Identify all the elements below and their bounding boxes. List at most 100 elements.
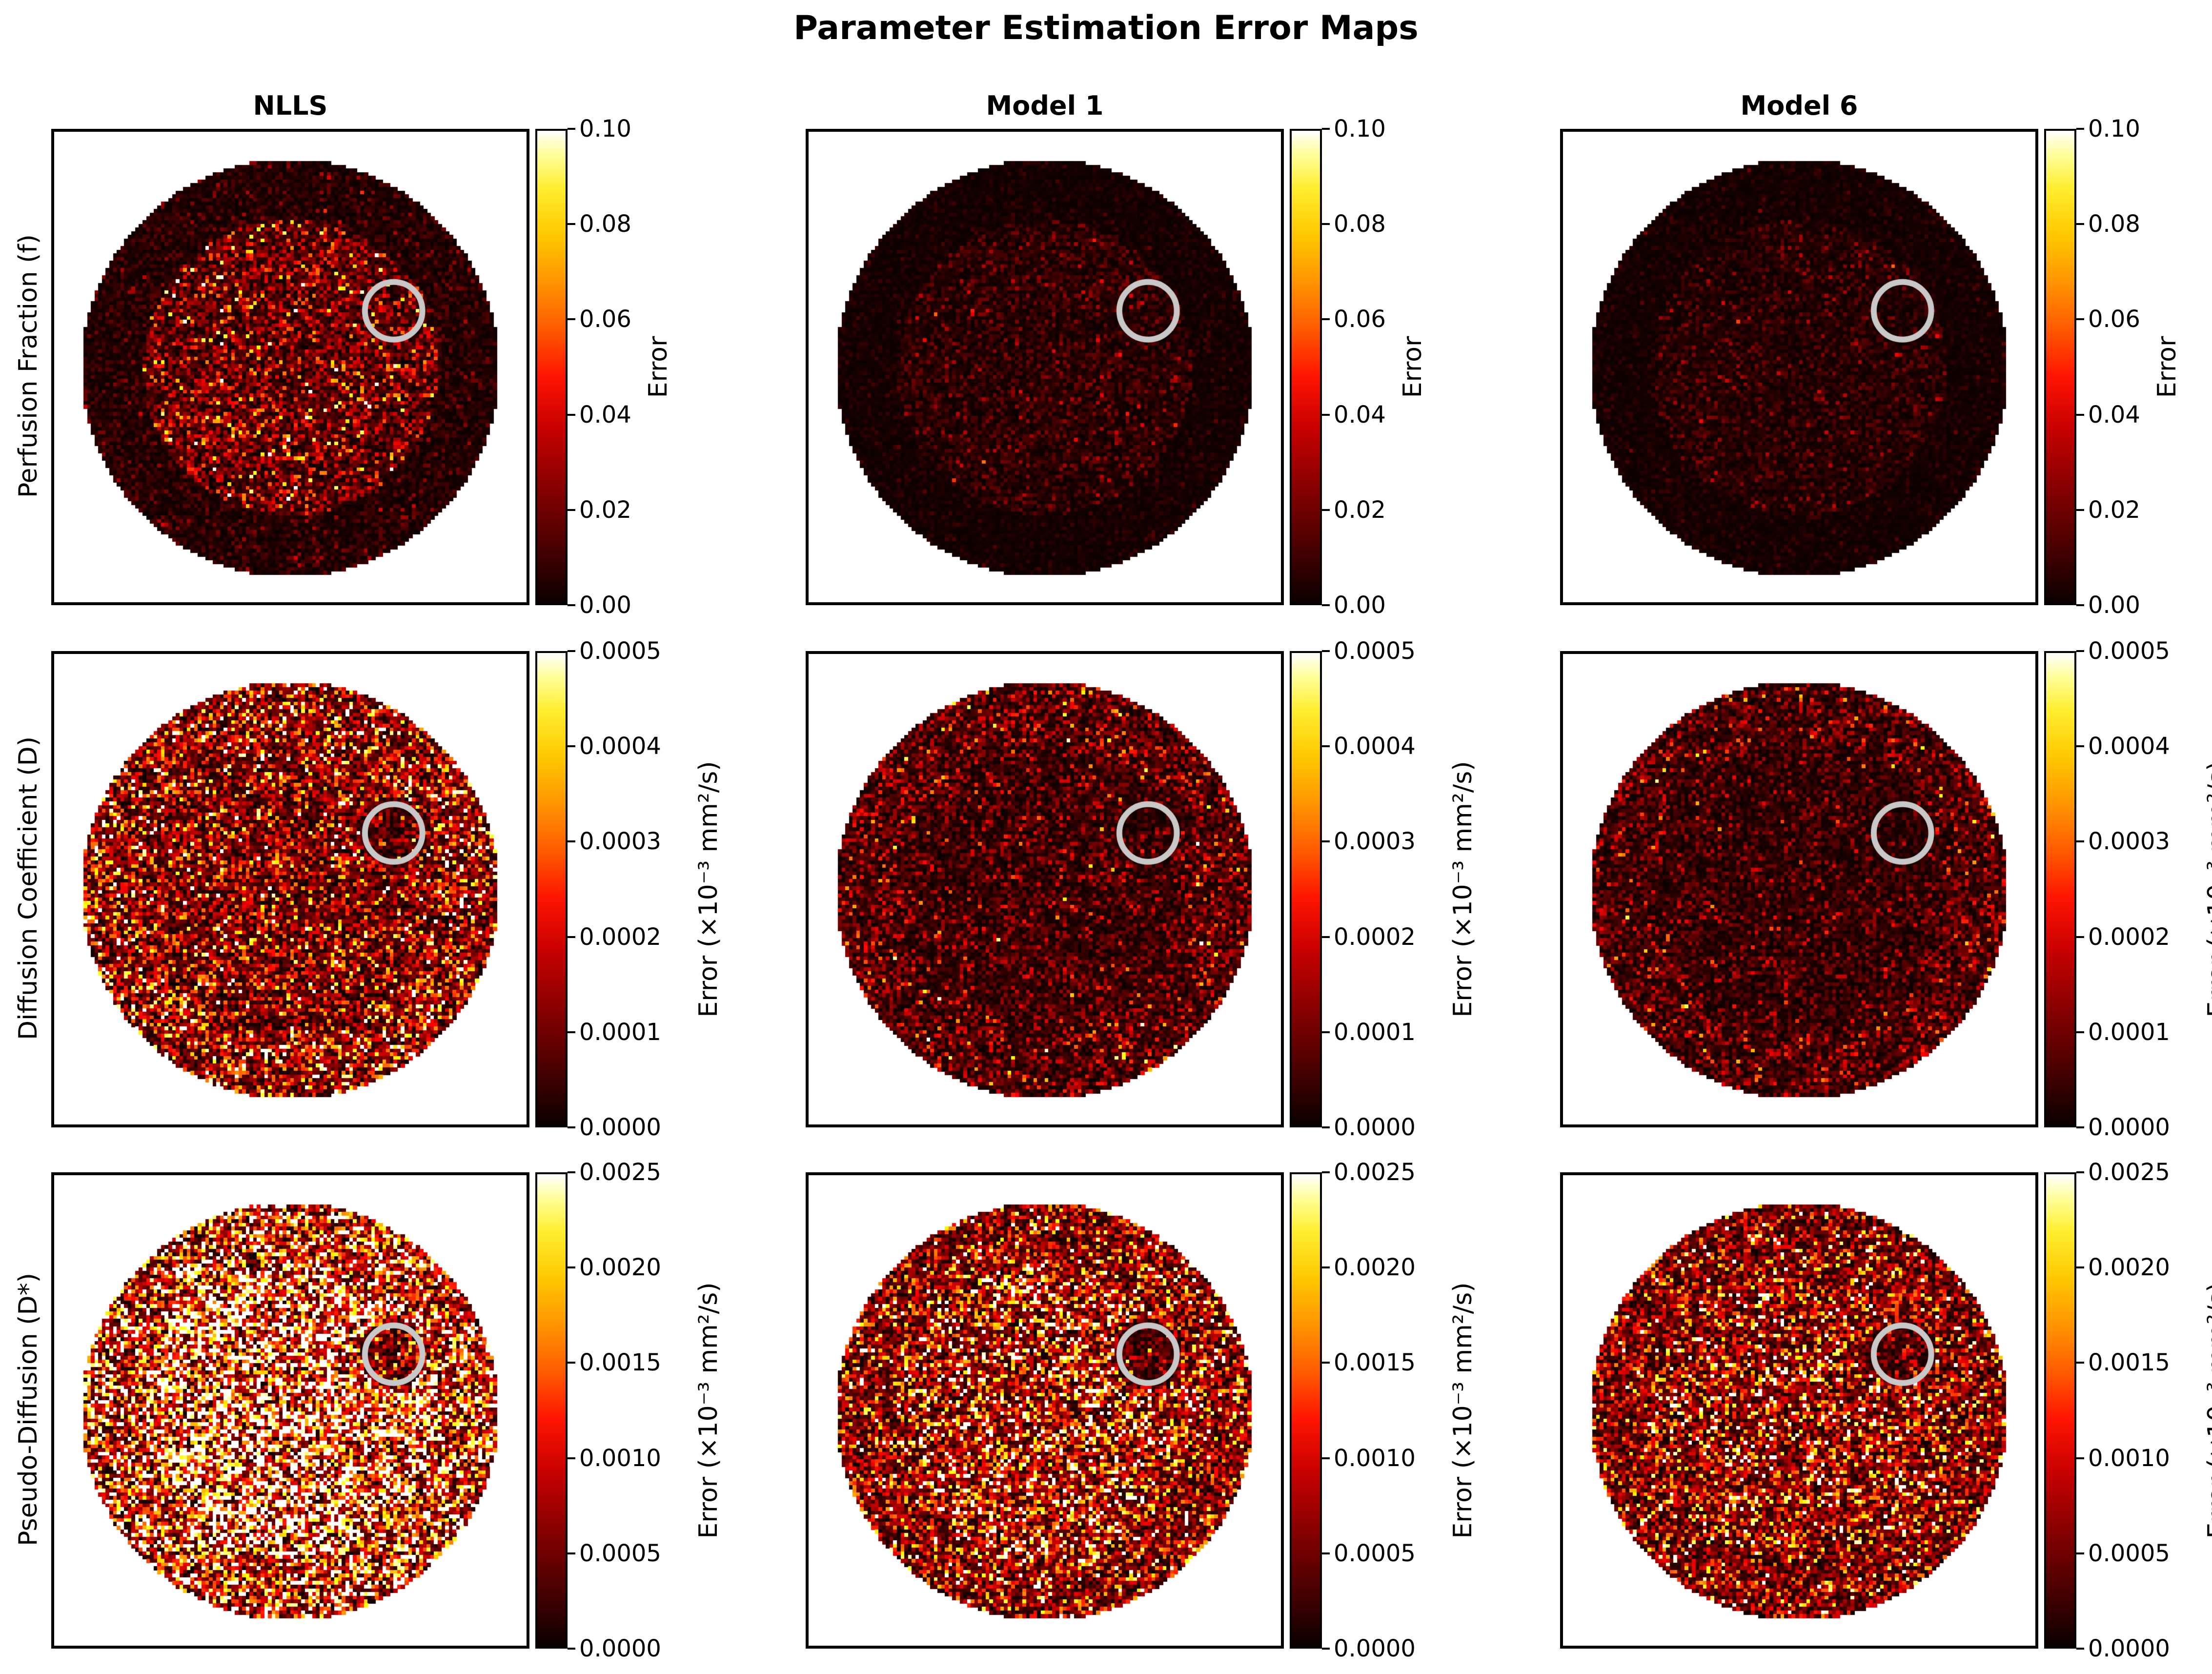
- colorbar-tick-mark: [2076, 1457, 2084, 1459]
- colorbar-tick-label: 0.06: [1334, 306, 1386, 333]
- colorbar-tick-label: 0.0025: [1334, 1159, 1416, 1186]
- colorbar-tick-mark: [1322, 413, 1330, 416]
- colorbar-tick-label: 0.04: [1334, 401, 1386, 429]
- colorbar-tick-mark: [1322, 128, 1330, 130]
- colorbar-tick-mark: [1322, 1031, 1330, 1033]
- error-map-pseudo-diffusion-nlls: [51, 1172, 529, 1649]
- colorbar-tick-mark: [2076, 413, 2084, 416]
- colorbar-tick-mark: [568, 1457, 575, 1459]
- colorbar-tick-label: 0.02: [579, 496, 631, 524]
- colorbar-tick-label: 0.0015: [1334, 1349, 1416, 1377]
- colorbar-tick-label: 0.0004: [1334, 733, 1416, 760]
- colorbar-tick-label: 0.0000: [1334, 1114, 1416, 1141]
- colorbar-label: Error (×10⁻³ mm²/s): [2203, 761, 2212, 1018]
- colorbar-tick-mark: [568, 650, 575, 652]
- colorbar-tick-label: 0.0000: [579, 1114, 661, 1141]
- colorbar-tick-label: 0.0001: [2088, 1018, 2170, 1046]
- colorbar-tick-mark: [568, 745, 575, 748]
- colorbar-diffusion-model-1: [1290, 651, 1322, 1127]
- colorbar-label: Error (×10⁻³ mm²/s): [694, 761, 723, 1018]
- colorbar-tick-label: 0.0010: [1334, 1444, 1416, 1472]
- colorbar-tick-label: 0.0003: [1334, 828, 1416, 856]
- colorbar-tick-mark: [1322, 1457, 1330, 1459]
- colorbar-tick-label: 0.0005: [579, 1539, 661, 1567]
- error-map-perfusion-model-6: [1560, 129, 2038, 605]
- colorbar-tick-mark: [1322, 509, 1330, 511]
- colorbar-tick-label: 0.0025: [579, 1159, 661, 1186]
- colorbar-tick-mark: [568, 509, 575, 511]
- colorbar-tick-mark: [1322, 1171, 1330, 1173]
- colorbar-tick-label: 0.0001: [579, 1018, 661, 1046]
- error-map-diffusion-model-6: [1560, 651, 2038, 1127]
- colorbar-tick-label: 0.10: [579, 115, 631, 143]
- colorbar-label: Error (×10⁻³ mm²/s): [1448, 761, 1478, 1018]
- error-map-image: [54, 1175, 527, 1646]
- colorbar-tick-label: 0.06: [2088, 306, 2140, 333]
- figure-title: Parameter Estimation Error Maps: [793, 9, 1419, 47]
- row-label-perfusion: Perfusion Fraction (f): [14, 234, 43, 498]
- colorbar-tick-mark: [2076, 223, 2084, 225]
- colorbar-tick-label: 0.0005: [2088, 1539, 2170, 1567]
- colorbar-tick-label: 0.06: [579, 306, 631, 333]
- error-map-diffusion-model-1: [806, 651, 1284, 1127]
- colorbar-tick-mark: [2076, 1126, 2084, 1128]
- colorbar-tick-label: 0.0002: [1334, 923, 1416, 951]
- colorbar-tick-label: 0.0000: [579, 1635, 661, 1662]
- colorbar-tick-label: 0.04: [579, 401, 631, 429]
- colorbar-tick-label: 0.0015: [579, 1349, 661, 1377]
- error-map-perfusion-nlls: [51, 129, 529, 605]
- colorbar-tick-label: 0.0010: [579, 1444, 661, 1472]
- colorbar-tick-label: 0.0005: [2088, 637, 2170, 665]
- colorbar-tick-label: 0.0002: [2088, 923, 2170, 951]
- colorbar-tick-mark: [568, 1126, 575, 1128]
- colorbar-tick-label: 0.00: [1334, 592, 1386, 619]
- colorbar-tick-mark: [1322, 840, 1330, 843]
- colorbar-tick-mark: [568, 318, 575, 321]
- colorbar-tick-mark: [1322, 318, 1330, 321]
- colorbar-tick-mark: [1322, 1266, 1330, 1269]
- colorbar-tick-label: 0.02: [1334, 496, 1386, 524]
- colorbar-pseudo-diffusion-model-1: [1290, 1172, 1322, 1649]
- colorbar-tick-label: 0.0005: [579, 637, 661, 665]
- colorbar-label: Error: [2152, 336, 2182, 398]
- colorbar-tick-mark: [568, 413, 575, 416]
- colorbar-tick-label: 0.0020: [579, 1254, 661, 1282]
- error-map-pseudo-diffusion-model-6: [1560, 1172, 2038, 1649]
- colorbar-tick-mark: [2076, 1171, 2084, 1173]
- colorbar-tick-mark: [568, 1648, 575, 1650]
- colorbar-tick-mark: [568, 1266, 575, 1269]
- colorbar-tick-mark: [2076, 936, 2084, 938]
- colorbar-tick-label: 0.04: [2088, 401, 2140, 429]
- colorbar-tick-mark: [1322, 650, 1330, 652]
- colorbar-label: Error (×10⁻³ mm²/s): [2203, 1282, 2212, 1539]
- colorbar-tick-label: 0.0005: [1334, 1539, 1416, 1567]
- colorbar-tick-mark: [1322, 1552, 1330, 1554]
- colorbar-tick-mark: [1322, 745, 1330, 748]
- colorbar-tick-label: 0.0003: [579, 828, 661, 856]
- colorbar-tick-mark: [1322, 1362, 1330, 1364]
- colorbar-tick-mark: [568, 840, 575, 843]
- colorbar-tick-label: 0.08: [1334, 210, 1386, 238]
- error-map-image: [1563, 1175, 2035, 1646]
- colorbar-tick-mark: [2076, 604, 2084, 606]
- colorbar-tick-label: 0.08: [2088, 210, 2140, 238]
- colorbar-tick-label: 0.00: [2088, 592, 2140, 619]
- colorbar-tick-mark: [1322, 604, 1330, 606]
- colorbar-tick-label: 0.0004: [579, 733, 661, 760]
- colorbar-tick-label: 0.0004: [2088, 733, 2170, 760]
- error-map-perfusion-model-1: [806, 129, 1284, 605]
- error-map-image: [54, 654, 527, 1124]
- colorbar-tick-label: 0.0005: [1334, 637, 1416, 665]
- colorbar-tick-label: 0.0002: [579, 923, 661, 951]
- colorbar-tick-label: 0.0000: [1334, 1635, 1416, 1662]
- colorbar-tick-mark: [568, 1031, 575, 1033]
- error-map-image: [54, 132, 527, 602]
- colorbar-tick-mark: [2076, 1266, 2084, 1269]
- colorbar-label: Error (×10⁻³ mm²/s): [1448, 1282, 1478, 1539]
- colorbar-perfusion-model-6: [2044, 129, 2076, 605]
- colorbar-tick-mark: [2076, 1031, 2084, 1033]
- colorbar-tick-mark: [2076, 1362, 2084, 1364]
- row-label-pseudo-diffusion: Pseudo-Diffusion (D*): [14, 1273, 43, 1546]
- colorbar-tick-label: 0.00: [579, 592, 631, 619]
- colorbar-tick-mark: [568, 1362, 575, 1364]
